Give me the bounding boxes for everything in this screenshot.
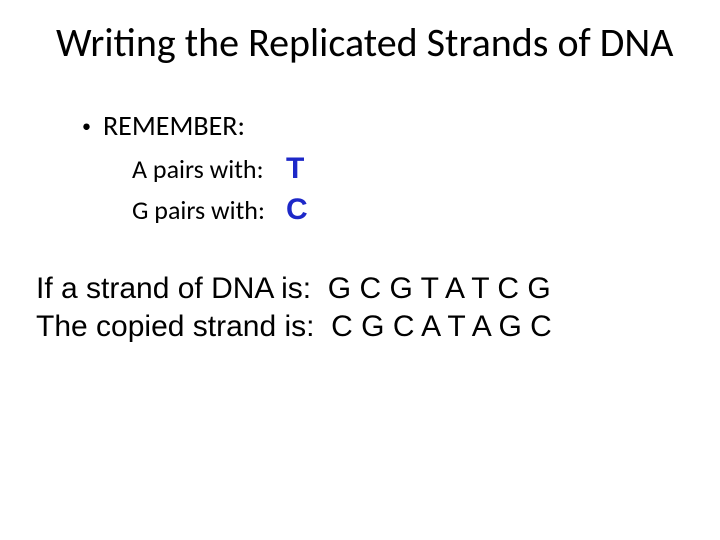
slide-title: Writing the Replicated Strands of DNA [0, 20, 720, 66]
pair-answer: T [286, 149, 304, 190]
remember-bullet: • REMEMBER: [0, 108, 720, 143]
strand-label: The copied strand is: [36, 308, 331, 346]
strand-block: If a strand of DNA is: G C G T A T C G T… [0, 270, 720, 345]
pair-answer: C [286, 190, 308, 231]
bullet-text: REMEMBER: [103, 108, 245, 143]
strand-copied: The copied strand is: C G C A T A G C [36, 308, 720, 346]
strand-sequence: G C G T A T C G [328, 270, 551, 308]
bullet-marker: • [82, 117, 91, 135]
strand-label: If a strand of DNA is: [36, 270, 328, 308]
pair-line: A pairs with: T [132, 149, 720, 190]
strand-sequence: C G C A T A G C [331, 308, 552, 346]
strand-original: If a strand of DNA is: G C G T A T C G [36, 270, 720, 308]
pair-label: G pairs with: [132, 193, 280, 228]
pairs-block: A pairs with: T G pairs with: C [0, 149, 720, 230]
pair-line: G pairs with: C [132, 190, 720, 231]
pair-label: A pairs with: [132, 152, 280, 187]
